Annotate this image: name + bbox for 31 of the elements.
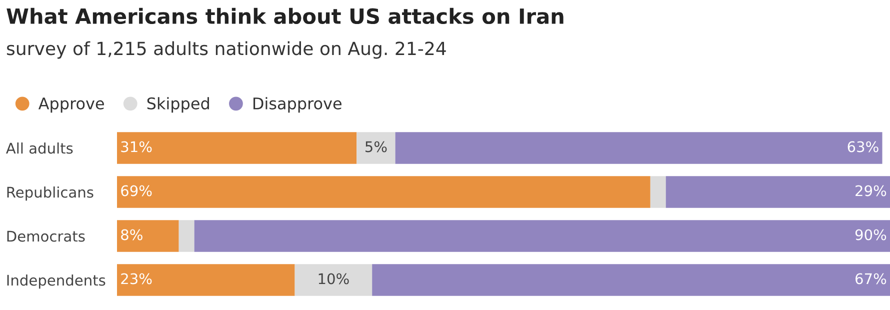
data-label: 90% bbox=[855, 229, 886, 240]
bar bbox=[117, 264, 295, 296]
bar bbox=[178, 220, 194, 252]
bar bbox=[372, 264, 890, 296]
bar bbox=[294, 264, 372, 296]
data-label: 31% bbox=[121, 141, 152, 152]
data-label: 8% bbox=[121, 229, 142, 240]
bar bbox=[117, 132, 357, 164]
legend-label: Approve bbox=[38, 98, 104, 113]
bar bbox=[666, 176, 890, 208]
data-label: 69% bbox=[121, 185, 152, 196]
bar bbox=[117, 176, 650, 208]
y-tick-label: All adults bbox=[6, 142, 73, 154]
bar bbox=[395, 132, 882, 164]
chart-subtitle: survey of 1,215 adults nationwide on Aug. 21-24 bbox=[6, 41, 446, 59]
data-label: 67% bbox=[856, 273, 886, 284]
y-tick-label: Democrats bbox=[7, 230, 85, 242]
y-tick-label: Independents bbox=[7, 274, 106, 289]
data-label: 5% bbox=[366, 141, 387, 152]
y-tick-label: Republicans bbox=[7, 186, 94, 201]
data-label: 10% bbox=[318, 273, 349, 284]
bar bbox=[194, 220, 890, 252]
data-label: 23% bbox=[121, 273, 152, 284]
bar bbox=[356, 132, 396, 164]
chart-title: What Americans think about US attacks on Iran bbox=[6, 8, 564, 24]
data-label: 63% bbox=[848, 141, 878, 152]
data-label: 29% bbox=[856, 185, 886, 196]
bar bbox=[117, 220, 179, 252]
legend-label: Disapprove bbox=[253, 97, 342, 113]
legend-label: Skipped bbox=[147, 97, 209, 113]
bar bbox=[650, 176, 666, 208]
